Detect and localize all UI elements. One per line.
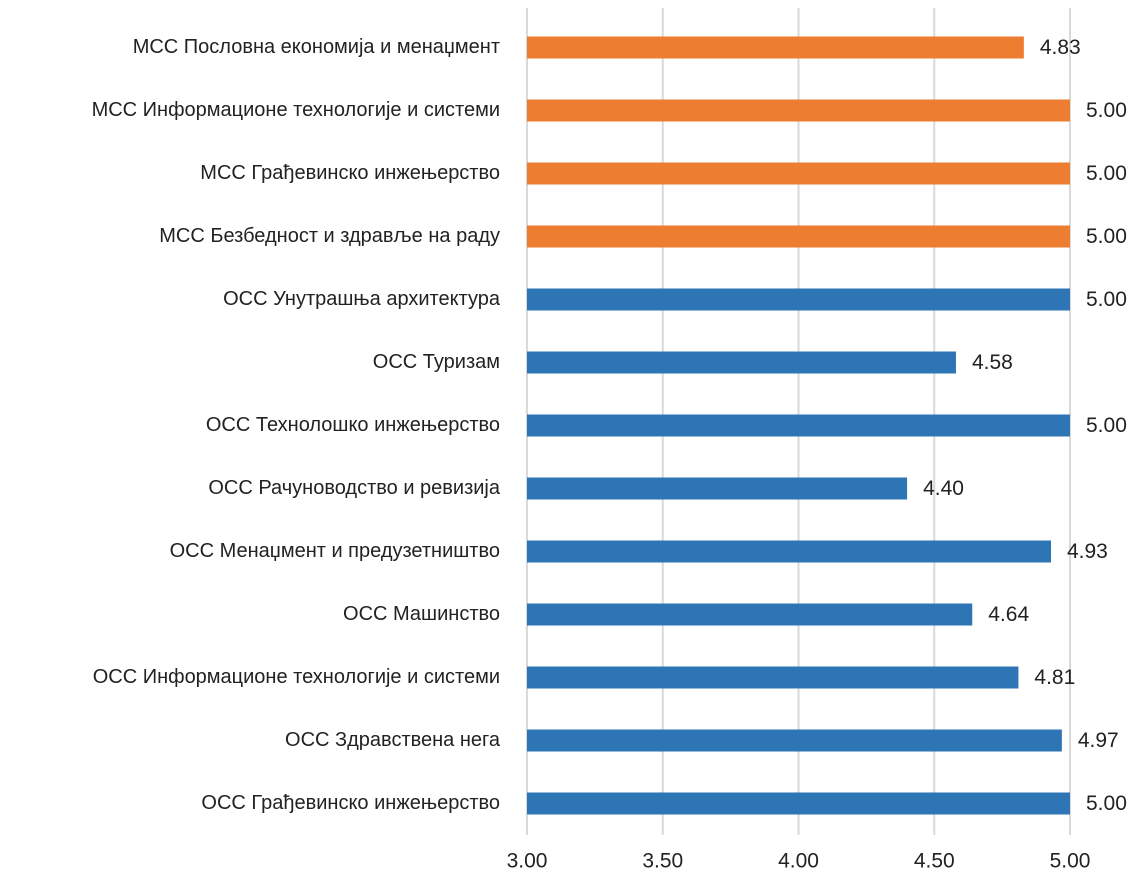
y-tick-label: МСС Грађевинско инжењерство [200, 162, 500, 184]
y-tick-label: ОСС Менаџмент и предузетништво [170, 540, 500, 562]
bar [527, 288, 1070, 311]
y-tick-label: ОСС Машинство [343, 603, 500, 625]
y-tick-label: ОСС Рачуноводство и ревизија [208, 477, 500, 499]
x-tick-label: 4.00 [778, 850, 819, 873]
bar [527, 666, 1019, 689]
value-label: 5.00 [1086, 792, 1127, 815]
value-label: 4.93 [1067, 540, 1108, 563]
y-tick-label: МСС Информационе технологије и системи [92, 99, 500, 121]
bar [527, 603, 973, 626]
value-label: 5.00 [1086, 99, 1127, 122]
bar [527, 225, 1070, 248]
y-tick-label: ОСС Здравствена нега [285, 729, 501, 751]
value-label: 4.81 [1034, 666, 1075, 689]
value-label: 4.97 [1078, 729, 1119, 752]
value-label: 4.40 [923, 477, 964, 500]
value-label: 4.64 [988, 603, 1029, 626]
value-label: 5.00 [1086, 225, 1127, 248]
x-tick-label: 4.50 [914, 850, 955, 873]
y-tick-label: ОСС Туризам [373, 351, 500, 373]
x-tick-label: 3.50 [642, 850, 683, 873]
value-label: 5.00 [1086, 162, 1127, 185]
y-tick-label: МСС Пословна економија и менаџмент [133, 36, 500, 58]
y-tick-label: МСС Безбедност и здравље на раду [159, 225, 500, 247]
bar [527, 99, 1070, 122]
bar [527, 414, 1070, 437]
value-label: 5.00 [1086, 288, 1127, 311]
y-tick-label: ОСС Технолошко инжењерство [206, 414, 500, 436]
bar [527, 540, 1051, 563]
x-tick-label: 5.00 [1050, 850, 1091, 873]
bar [527, 162, 1070, 185]
bar [527, 36, 1024, 59]
y-tick-label: ОСС Информационе технологије и системи [93, 666, 500, 688]
x-tick-label: 3.00 [507, 850, 548, 873]
value-label: 5.00 [1086, 414, 1127, 437]
value-label: 4.83 [1040, 36, 1081, 59]
bar [527, 729, 1062, 752]
y-tick-label: ОСС Унутрашња архитектура [223, 288, 501, 310]
bar [527, 351, 956, 374]
y-tick-label: ОСС Грађевинско инжењерство [201, 792, 500, 814]
bar [527, 477, 908, 500]
value-label: 4.58 [972, 351, 1013, 374]
bar [527, 792, 1070, 815]
